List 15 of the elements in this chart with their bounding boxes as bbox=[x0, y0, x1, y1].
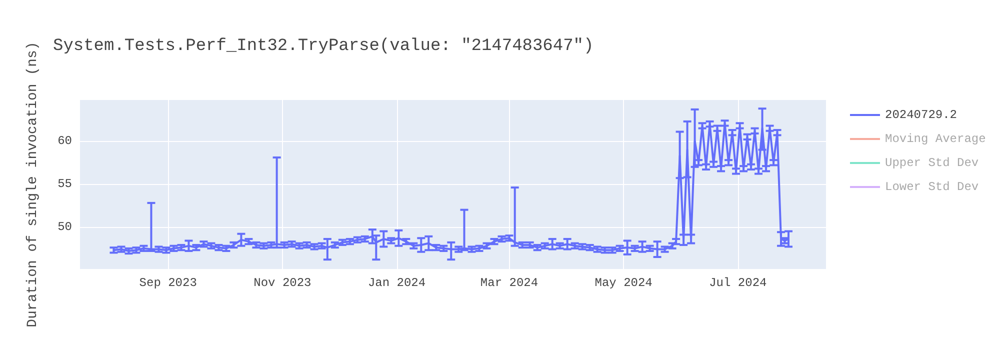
x-tick-label: May 2024 bbox=[594, 276, 652, 290]
x-tick-label: Sep 2023 bbox=[139, 276, 197, 290]
legend-label: Moving Average bbox=[885, 132, 986, 146]
chart-title: System.Tests.Perf_Int32.TryParse(value: "2147483647") bbox=[53, 37, 594, 56]
y-tick-label: 50 bbox=[58, 220, 72, 234]
legend-label: 20240729.2 bbox=[885, 108, 958, 122]
y-tick-label: 55 bbox=[58, 177, 72, 192]
y-axis-title: Duration of single invocation (ns) bbox=[25, 42, 41, 328]
y-tick-label: 60 bbox=[58, 134, 72, 148]
legend-label: Upper Std Dev bbox=[885, 156, 979, 170]
x-tick-label: Jul 2024 bbox=[709, 276, 767, 290]
x-tick-label: Jan 2024 bbox=[368, 276, 426, 290]
x-tick-label: Nov 2023 bbox=[254, 276, 312, 290]
legend-label: Lower Std Dev bbox=[885, 180, 979, 194]
x-tick-label: Mar 2024 bbox=[480, 276, 538, 290]
